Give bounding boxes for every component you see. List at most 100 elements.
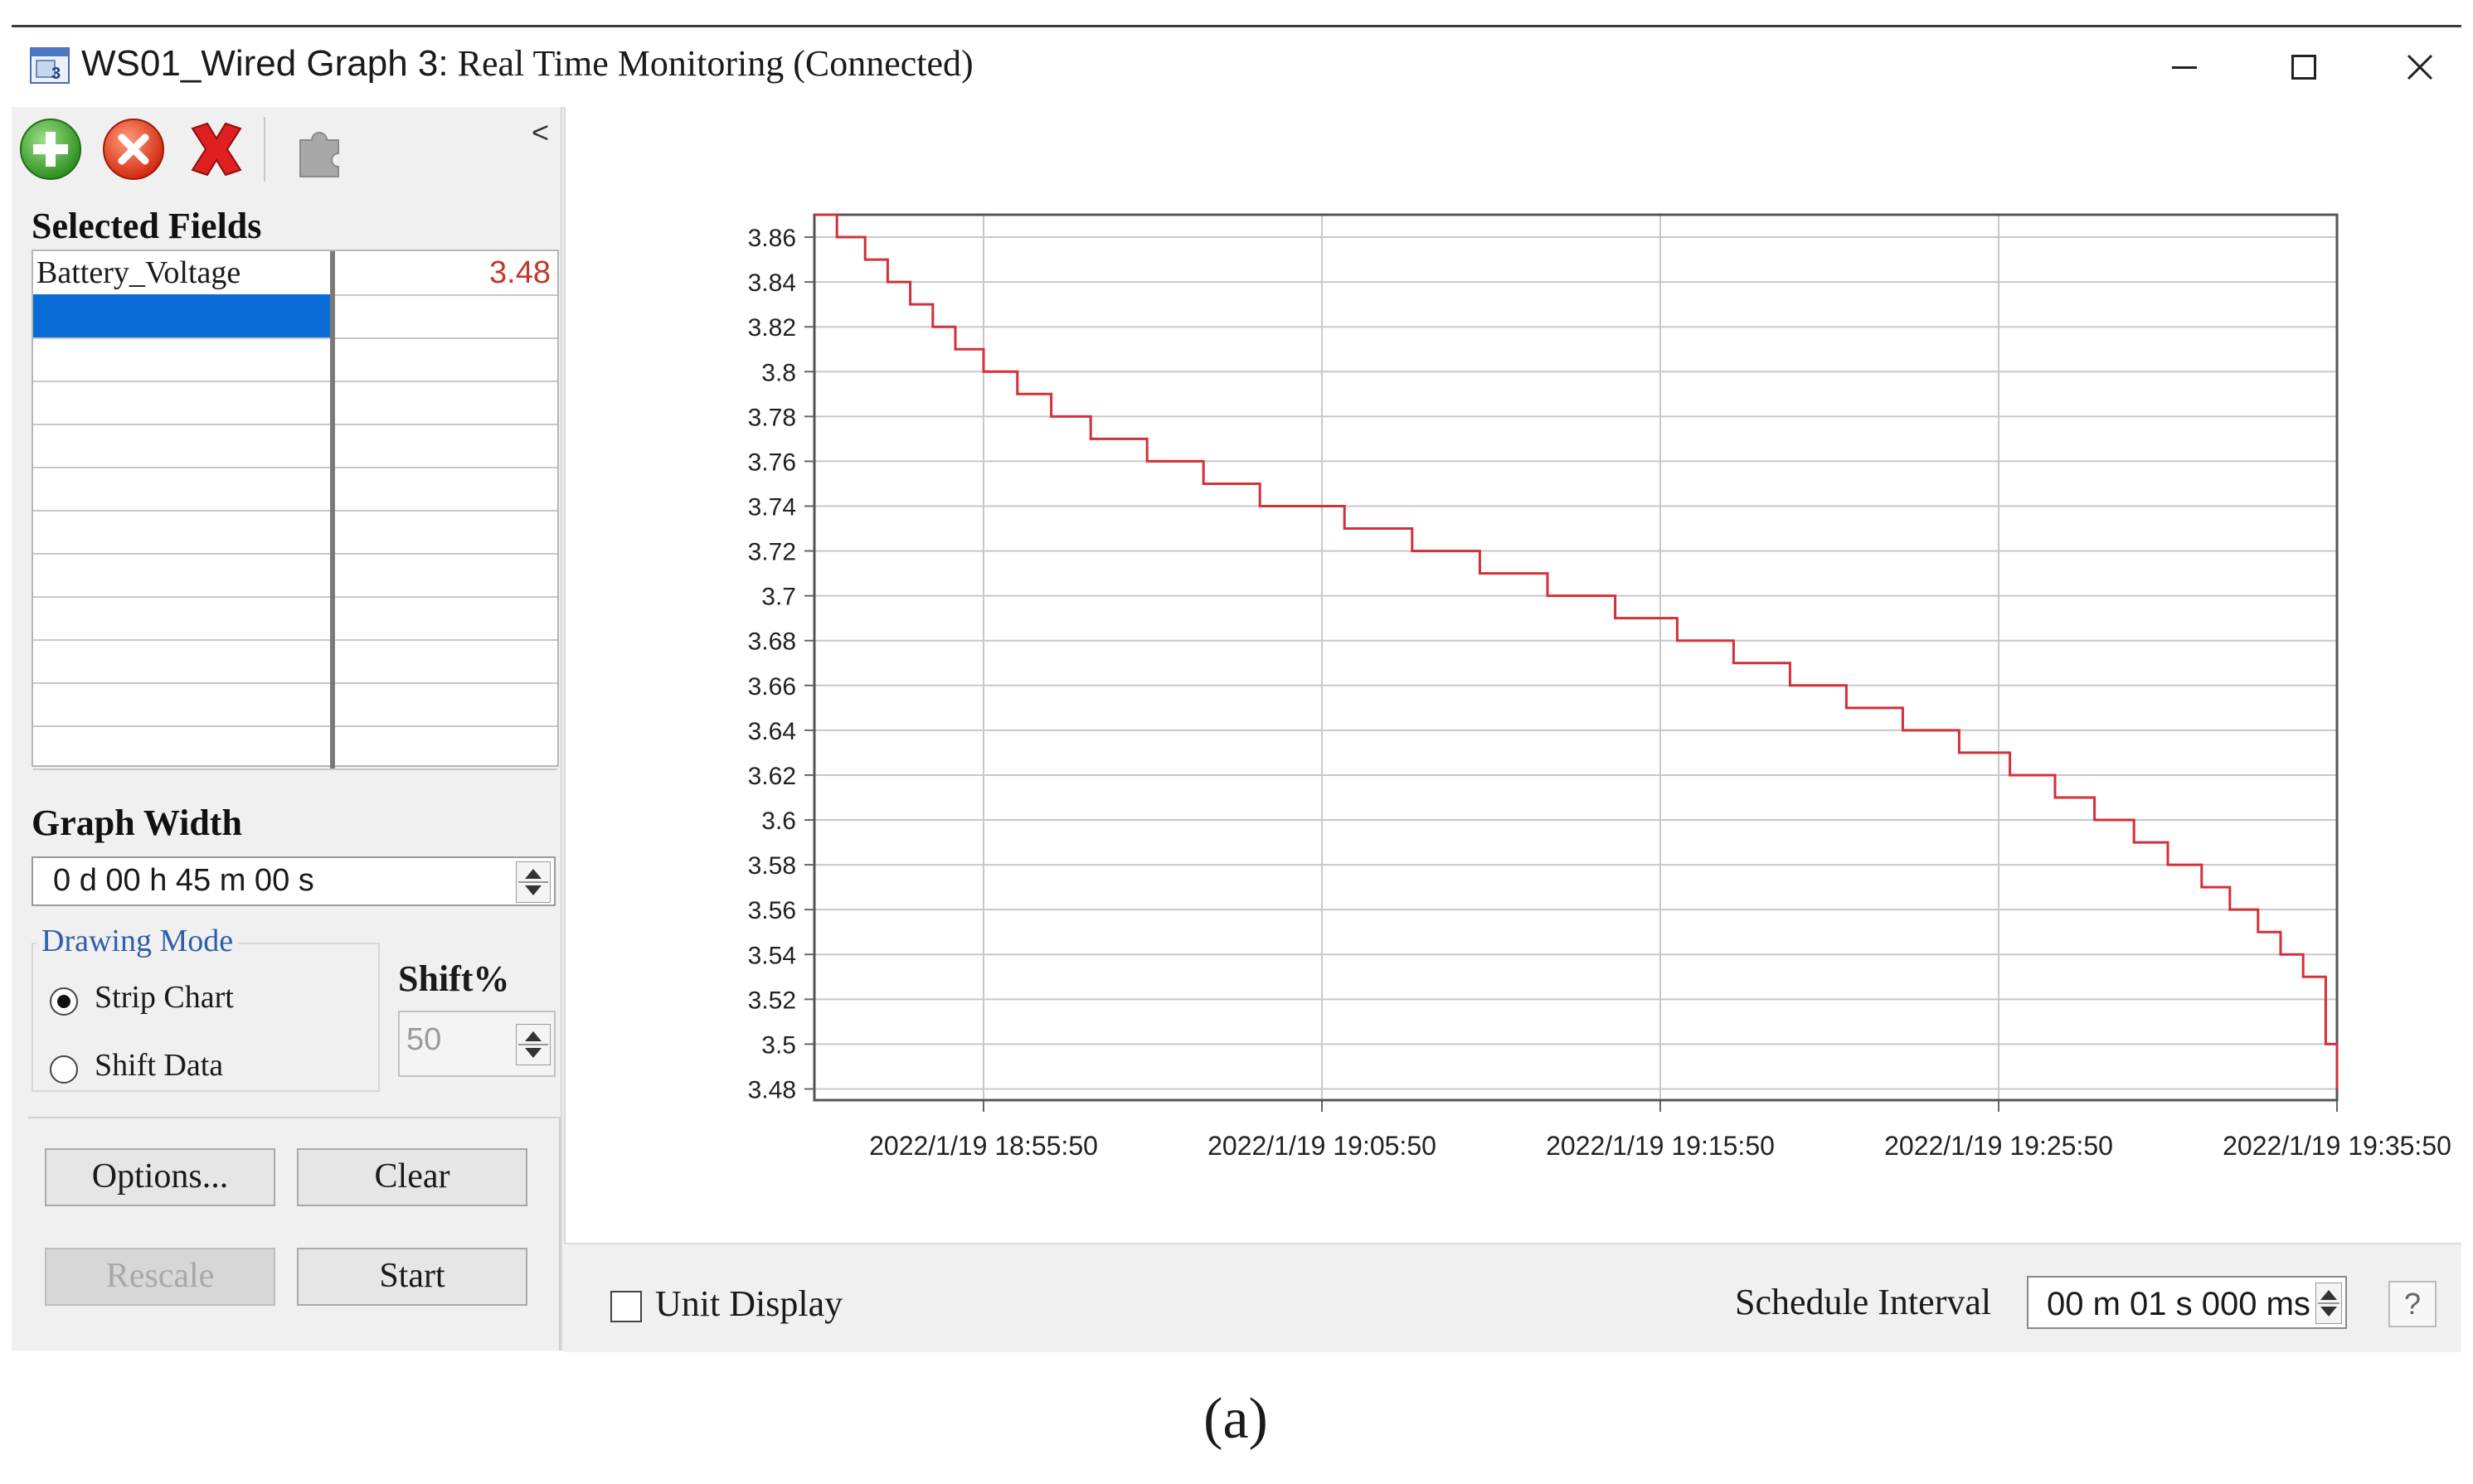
y-tick-label: 3.8 bbox=[761, 359, 796, 386]
close-button[interactable] bbox=[2387, 39, 2453, 95]
field-name-cell[interactable] bbox=[33, 510, 335, 553]
field-name-cell[interactable] bbox=[33, 596, 335, 639]
field-name-cell[interactable] bbox=[33, 381, 335, 424]
y-tick-label: 3.56 bbox=[748, 897, 796, 924]
shift-percent-label: Shift% bbox=[398, 958, 510, 999]
field-row[interactable] bbox=[33, 381, 557, 425]
unit-display-label: Unit Display bbox=[655, 1283, 843, 1324]
left-panel: < Selected Fields Battery_Voltage 3.48 Gr… bbox=[12, 107, 562, 1351]
x-tick-label: 2022/1/19 19:25:50 bbox=[1884, 1131, 2113, 1161]
unit-display-checkbox[interactable] bbox=[610, 1291, 642, 1322]
action-button-panel: Options... Clear Rescale Start bbox=[28, 1117, 561, 1351]
y-tick-label: 3.78 bbox=[748, 404, 796, 431]
field-row[interactable] bbox=[33, 725, 557, 770]
field-name-cell[interactable] bbox=[33, 337, 335, 381]
toolbar-separator bbox=[264, 117, 265, 182]
field-value-cell bbox=[340, 510, 554, 553]
field-row[interactable] bbox=[33, 337, 557, 382]
spin-up-icon[interactable] bbox=[525, 869, 542, 879]
spin-up-icon[interactable] bbox=[525, 1031, 542, 1041]
y-tick-label: 3.58 bbox=[748, 852, 796, 880]
field-row[interactable] bbox=[33, 553, 557, 598]
x-tick-label: 2022/1/19 18:55:50 bbox=[869, 1131, 1098, 1161]
field-row[interactable] bbox=[33, 424, 557, 468]
options-button[interactable]: Options... bbox=[45, 1148, 275, 1206]
y-tick-label: 3.5 bbox=[761, 1031, 796, 1059]
window-body: < Selected Fields Battery_Voltage 3.48 Gr… bbox=[12, 107, 2463, 1352]
remove-all-icon[interactable] bbox=[182, 115, 250, 183]
spin-up-icon[interactable] bbox=[2320, 1290, 2337, 1300]
shift-percent-input[interactable]: 50 bbox=[398, 1011, 556, 1077]
shift-data-label: Shift Data bbox=[95, 1048, 224, 1083]
y-tick-label: 3.62 bbox=[748, 763, 796, 790]
bottom-bar: Unit Display Schedule Interval 00 m 01 s… bbox=[564, 1243, 2461, 1352]
y-tick-label: 3.82 bbox=[748, 314, 796, 342]
field-name-cell[interactable]: Battery_Voltage bbox=[33, 251, 335, 294]
x-tick-label: 2022/1/19 19:35:50 bbox=[2223, 1131, 2451, 1161]
schedule-interval-spinner[interactable] bbox=[2315, 1283, 2342, 1324]
minimize-button[interactable] bbox=[2151, 39, 2218, 95]
remove-icon[interactable] bbox=[100, 115, 168, 183]
help-button[interactable]: ? bbox=[2388, 1281, 2437, 1327]
spin-down-icon[interactable] bbox=[2320, 1307, 2337, 1317]
start-button[interactable]: Start bbox=[297, 1248, 527, 1306]
field-row[interactable] bbox=[33, 596, 557, 641]
add-icon[interactable] bbox=[17, 115, 85, 183]
field-row[interactable] bbox=[33, 682, 557, 727]
field-value-cell bbox=[340, 553, 554, 596]
collapse-panel-button[interactable]: < bbox=[531, 115, 549, 149]
y-tick-label: 3.6 bbox=[761, 807, 796, 835]
field-name-cell[interactable] bbox=[33, 467, 335, 510]
selected-fields-grid: Battery_Voltage 3.48 bbox=[32, 250, 559, 770]
voltage-series-line bbox=[814, 213, 2339, 1089]
drawing-mode-label: Drawing Mode bbox=[36, 923, 239, 959]
y-tick-label: 3.7 bbox=[761, 584, 796, 611]
figure-caption: (a) bbox=[1203, 1387, 1268, 1451]
maximize-button[interactable] bbox=[2271, 39, 2337, 95]
field-row[interactable] bbox=[33, 294, 557, 339]
field-name-cell[interactable] bbox=[33, 639, 335, 682]
y-tick-label: 3.72 bbox=[748, 539, 796, 566]
x-tick-label: 2022/1/19 19:05:50 bbox=[1207, 1131, 1436, 1161]
field-row[interactable]: Battery_Voltage 3.48 bbox=[33, 251, 557, 296]
field-value-cell bbox=[340, 294, 554, 337]
field-row[interactable] bbox=[33, 467, 557, 512]
y-tick-label: 3.64 bbox=[748, 718, 796, 745]
field-name-cell[interactable] bbox=[33, 553, 335, 596]
shift-data-radio[interactable] bbox=[50, 1055, 78, 1084]
selected-fields-label: Selected Fields bbox=[32, 206, 262, 246]
field-value-cell bbox=[340, 381, 554, 424]
field-row[interactable] bbox=[33, 639, 557, 684]
field-value-cell bbox=[340, 467, 554, 510]
y-tick-label: 3.74 bbox=[748, 493, 796, 521]
y-tick-label: 3.84 bbox=[748, 269, 796, 297]
shift-percent-value: 50 bbox=[406, 1022, 442, 1057]
puzzle-icon[interactable] bbox=[285, 115, 353, 183]
spin-down-icon[interactable] bbox=[525, 1048, 542, 1058]
rescale-button: Rescale bbox=[45, 1248, 275, 1306]
field-name-cell[interactable] bbox=[33, 424, 335, 467]
window-title-rest: Real Time Monitoring (Connected) bbox=[448, 43, 974, 84]
spin-down-icon[interactable] bbox=[525, 885, 542, 895]
field-name-cell[interactable] bbox=[33, 725, 335, 769]
strip-chart-label: Strip Chart bbox=[95, 980, 234, 1015]
chart-panel: 3.86 3.84 3.82 3.8 3.78 3.76 3.74 3.72 3.7 3.68 3.… bbox=[564, 107, 2463, 1352]
title-bar: 3 WS01_Wired Graph 3: Real Time Monitori… bbox=[12, 27, 2461, 107]
field-name-cell[interactable] bbox=[33, 682, 335, 725]
shift-percent-spinner[interactable] bbox=[516, 1024, 551, 1065]
strip-chart-radio[interactable] bbox=[50, 987, 78, 1016]
field-name-cell[interactable] bbox=[33, 294, 335, 337]
field-value-cell bbox=[340, 337, 554, 381]
field-row[interactable] bbox=[33, 510, 557, 555]
schedule-interval-input[interactable]: 00 m 01 s 000 ms bbox=[2027, 1276, 2347, 1329]
plot-area: 3.86 3.84 3.82 3.8 3.78 3.76 3.74 3.72 3.7 3.68 3.… bbox=[564, 107, 2463, 1243]
clear-button[interactable]: Clear bbox=[297, 1148, 527, 1206]
schedule-interval-value: 00 m 01 s 000 ms bbox=[2047, 1286, 2310, 1322]
toolbar: < bbox=[12, 107, 561, 190]
minimize-icon bbox=[2172, 65, 2197, 69]
plot-frame bbox=[813, 213, 2339, 1102]
graph-width-input[interactable]: 0 d 00 h 45 m 00 s bbox=[32, 856, 556, 906]
field-value-cell bbox=[340, 639, 554, 682]
graph-width-spinner[interactable] bbox=[516, 861, 551, 903]
graph-width-value: 0 d 00 h 45 m 00 s bbox=[53, 863, 314, 898]
